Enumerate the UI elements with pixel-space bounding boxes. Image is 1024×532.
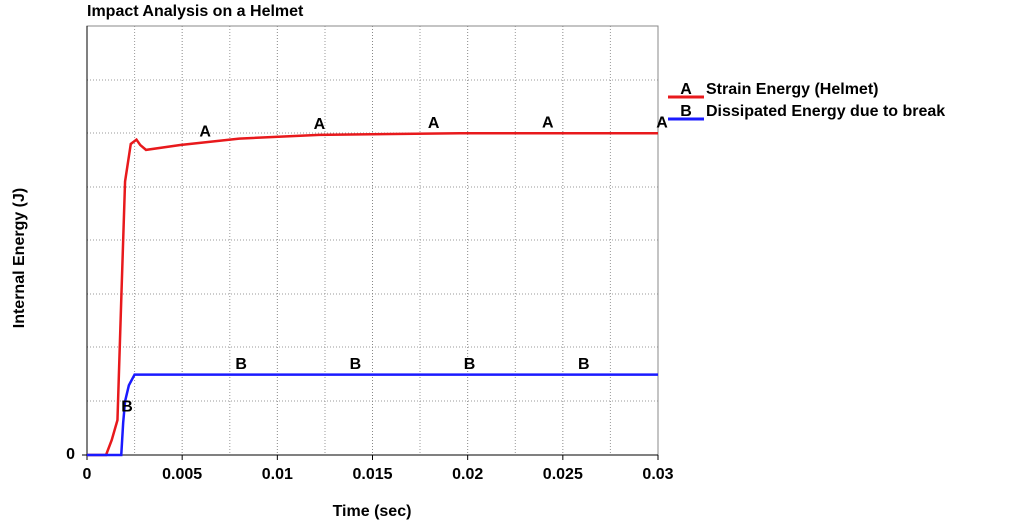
minor-grid [87,26,658,455]
legend-label: Dissipated Energy due to break [706,103,945,120]
x-tick-label: 0.005 [162,466,202,483]
legend-symbol: A [680,81,692,98]
chart-title: Impact Analysis on a Helmet [87,3,304,20]
series-symbol: B [350,356,362,373]
legend-label: Strain Energy (Helmet) [706,81,878,98]
series-line [87,373,658,457]
y-tick-label: 0 [66,446,75,463]
series-line [87,132,658,457]
x-tick-label: 0.025 [543,466,583,483]
legend-symbol: B [680,103,692,120]
series-symbol: A [542,114,554,131]
series-symbol: B [578,356,590,373]
series-symbol: A [314,116,326,133]
y-axis-label: Internal Energy (J) [11,188,28,328]
x-tick-label: 0.03 [642,466,673,483]
series-symbol: A [428,115,440,132]
x-axis-label: Time (sec) [333,503,412,520]
x-tick-label: 0 [83,466,92,483]
x-tick-label: 0.015 [352,466,392,483]
x-tick-label: 0.01 [262,466,293,483]
series-symbol: B [464,356,476,373]
series-symbol: B [121,399,133,416]
x-tick-label: 0.02 [452,466,483,483]
series-symbol: A [656,114,668,131]
series-symbol: B [235,356,247,373]
series-symbol: A [199,124,211,141]
